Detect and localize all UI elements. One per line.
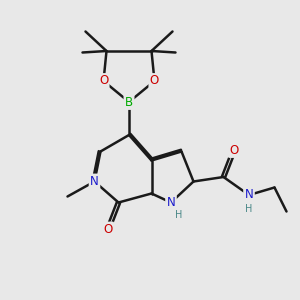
Text: H: H xyxy=(245,203,252,214)
Text: O: O xyxy=(99,74,108,88)
Text: O: O xyxy=(230,143,238,157)
Text: H: H xyxy=(175,210,182,220)
Text: N: N xyxy=(167,196,176,209)
Text: O: O xyxy=(150,74,159,88)
Text: N: N xyxy=(90,175,99,188)
Text: B: B xyxy=(125,95,133,109)
Text: O: O xyxy=(103,223,112,236)
Text: N: N xyxy=(244,188,253,202)
